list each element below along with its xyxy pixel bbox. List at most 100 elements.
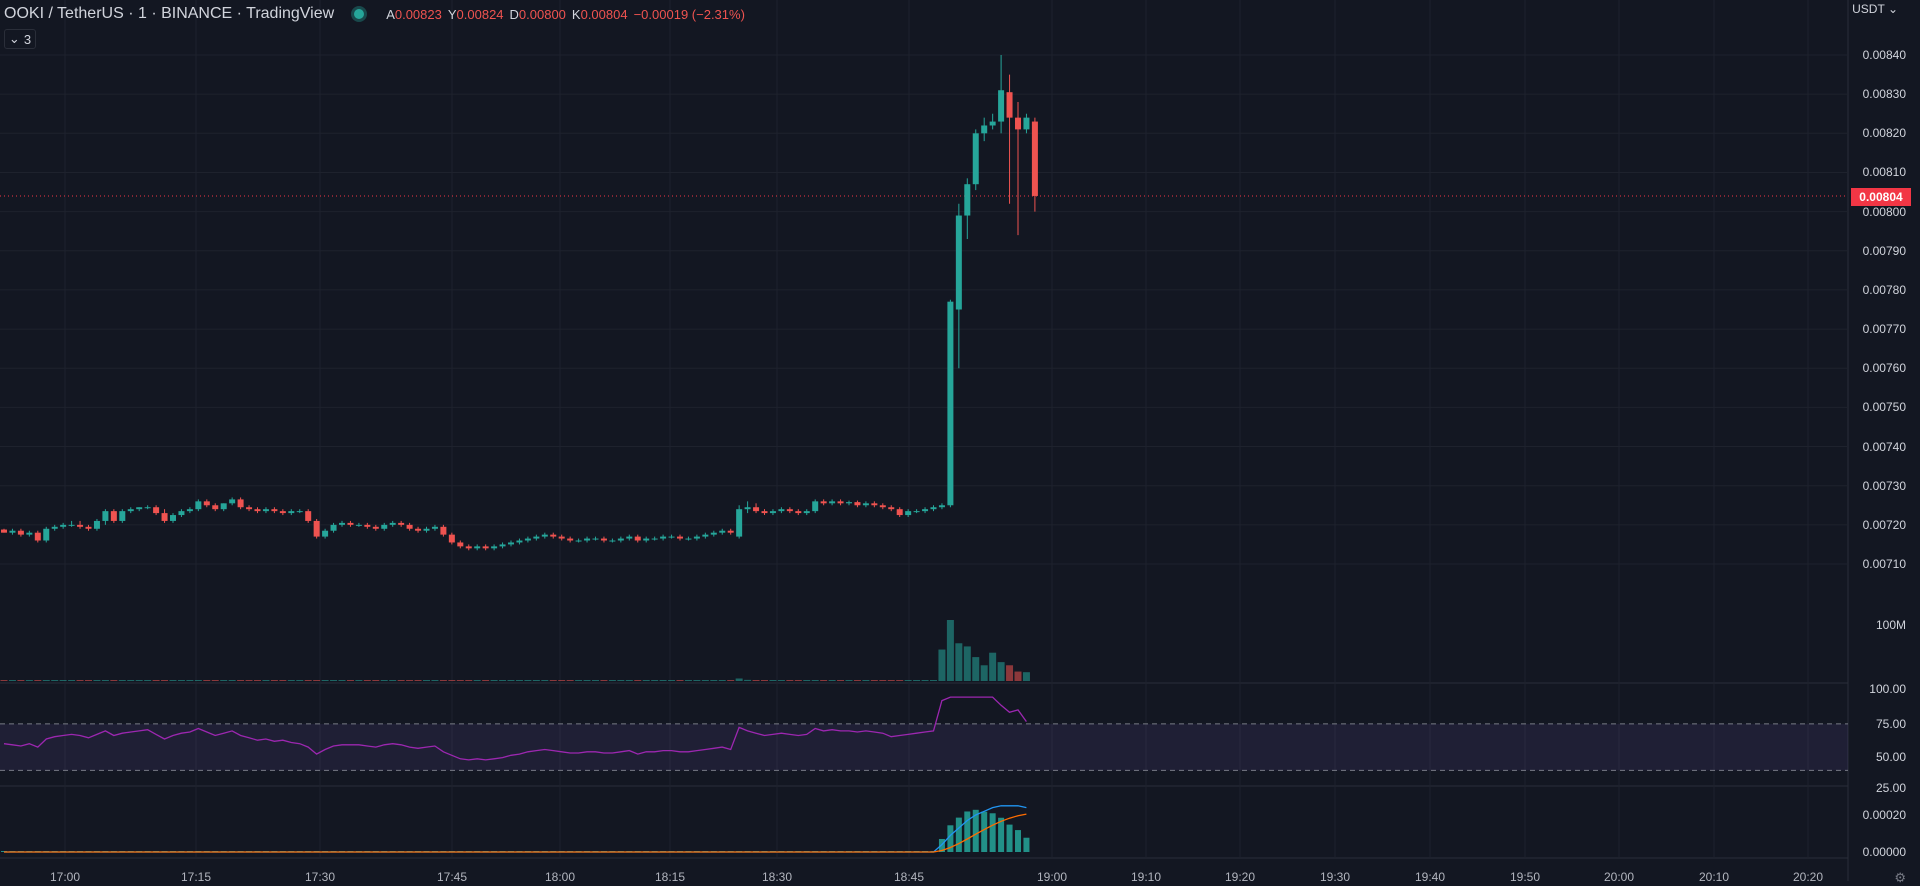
candle-body xyxy=(846,502,852,504)
macd-histogram-bar xyxy=(947,825,954,852)
candle-body xyxy=(246,507,253,510)
candle-body xyxy=(668,536,675,538)
volume-bar xyxy=(363,680,371,681)
ohlc-low: D0.00800 xyxy=(509,6,566,22)
price-axis-label: 0.00770 xyxy=(1862,322,1906,337)
volume-bar xyxy=(592,680,599,681)
candle-body xyxy=(786,509,793,512)
macd-histogram-bar xyxy=(938,838,945,852)
candle-body xyxy=(296,511,303,513)
volume-bar xyxy=(972,657,980,681)
candle-body xyxy=(254,509,261,512)
price-axis-label: 0.00760 xyxy=(1862,361,1906,376)
candle-body xyxy=(1023,117,1030,130)
price-axis-label: 0.00830 xyxy=(1862,87,1906,102)
volume-bar xyxy=(177,680,185,681)
candle-body xyxy=(398,522,405,525)
candle-body xyxy=(989,121,996,126)
volume-bar xyxy=(237,680,245,681)
macd-histogram-bar xyxy=(1023,837,1030,852)
volume-bar xyxy=(1006,665,1014,681)
candle-body xyxy=(1031,121,1038,196)
volume-bar xyxy=(794,680,802,681)
volume-bar xyxy=(93,680,101,681)
volume-bar xyxy=(389,680,397,681)
candle-body xyxy=(736,509,743,537)
volume-bar xyxy=(85,680,92,681)
price-axis-label: 0.00750 xyxy=(1862,400,1906,415)
volume-bar xyxy=(558,680,566,681)
candle-body xyxy=(127,509,134,512)
candle-body xyxy=(389,522,396,525)
time-axis-label: 18:00 xyxy=(544,870,576,884)
symbol-title[interactable]: OOKI / TetherUS · 1 · BINANCE · TradingV… xyxy=(4,5,335,22)
candle-body xyxy=(617,538,624,541)
candle-body xyxy=(448,534,455,543)
chevron-down-icon: ⌄ xyxy=(1887,2,1898,16)
volume-bar xyxy=(473,680,481,681)
volume-bar xyxy=(710,680,718,681)
candle-body xyxy=(153,507,160,514)
price-axis-label: 0.00740 xyxy=(1862,439,1906,454)
ohlc-close: K0.00804 xyxy=(571,6,628,22)
volume-bar xyxy=(346,680,354,681)
candle-body xyxy=(753,507,760,512)
currency-selector[interactable]: USDT ⌄ xyxy=(1852,2,1898,16)
macd-histogram-bar xyxy=(972,809,979,852)
candle-body xyxy=(465,546,472,549)
price-axis-label: 0.00710 xyxy=(1862,557,1906,571)
volume-bar xyxy=(963,646,971,681)
candle-body xyxy=(660,536,667,539)
volume-bar xyxy=(515,680,523,681)
currency-label: USDT xyxy=(1852,2,1885,16)
time-axis-label: 20:10 xyxy=(1698,870,1730,884)
macd-histogram-bar xyxy=(964,811,971,852)
volume-bar xyxy=(997,662,1005,681)
volume-bar xyxy=(245,680,253,681)
volume-bar xyxy=(262,680,270,681)
time-axis-label: 17:00 xyxy=(49,870,81,884)
time-axis-label: 18:15 xyxy=(654,870,686,884)
volume-bar xyxy=(25,680,33,681)
volume-bar xyxy=(507,680,515,681)
candle-body xyxy=(262,509,269,512)
volume-bar xyxy=(211,680,219,681)
rsi-line xyxy=(3,696,1027,761)
rsi-band-fill xyxy=(0,723,1848,771)
candle-body xyxy=(355,524,362,526)
chart-legend: OOKI / TetherUS · 1 · BINANCE · TradingV… xyxy=(4,3,745,25)
volume-bar xyxy=(135,680,143,681)
candle-body xyxy=(972,133,979,185)
settings-gear-icon[interactable]: ⚙ xyxy=(1894,870,1906,885)
volume-bar xyxy=(482,680,490,681)
candle-body xyxy=(93,520,100,529)
candle-body xyxy=(440,526,447,535)
volume-bar xyxy=(820,680,828,681)
candle-body xyxy=(820,501,827,504)
candle-body xyxy=(43,528,50,541)
volume-bar xyxy=(541,680,549,681)
candle-body xyxy=(136,507,143,510)
rsi-axis-label: 100.00 xyxy=(1869,682,1906,696)
candle-body xyxy=(558,536,565,539)
volume-bar xyxy=(338,680,346,681)
candle-body xyxy=(702,534,709,537)
volume-bar xyxy=(744,679,752,681)
candle-body xyxy=(550,534,557,537)
time-axis-label: 18:30 xyxy=(761,870,793,884)
candle-body xyxy=(491,546,498,549)
time-axis-label: 20:00 xyxy=(1603,870,1635,884)
candle-body xyxy=(178,511,185,516)
indicators-toggle-button[interactable]: ⌄ 3 xyxy=(4,29,36,49)
price-axis-label: 0.00810 xyxy=(1862,165,1906,180)
volume-bar xyxy=(448,680,456,681)
volume-bar xyxy=(423,680,430,681)
candle-body xyxy=(305,511,312,521)
candle-body xyxy=(229,499,236,504)
candle-body xyxy=(795,511,802,514)
candle-body xyxy=(457,542,464,547)
macd-histogram-bar xyxy=(989,813,996,852)
volume-bar xyxy=(524,680,532,681)
volume-bar xyxy=(684,680,692,681)
